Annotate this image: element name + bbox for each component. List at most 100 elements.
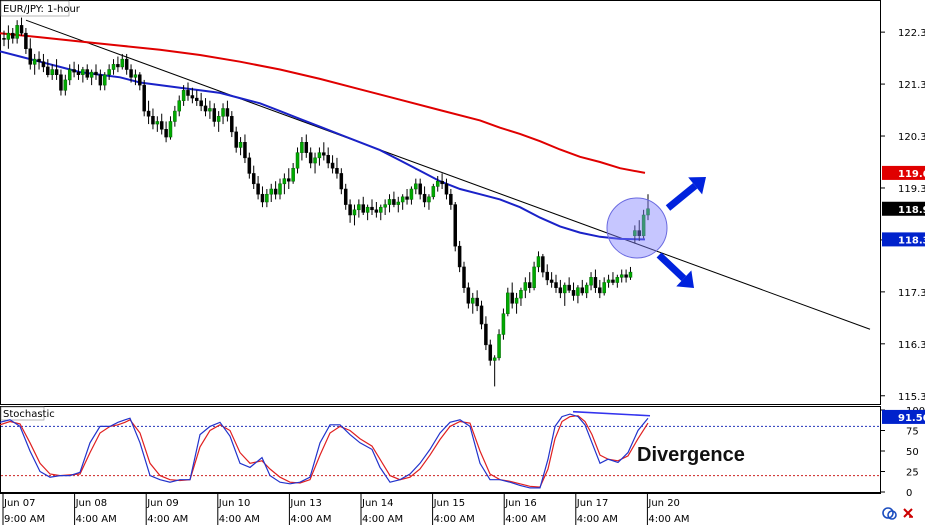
candle xyxy=(466,282,471,309)
close-x-icon[interactable] xyxy=(903,508,913,518)
stochastic-k-line xyxy=(0,413,649,489)
time-hour-label: 4:00 AM xyxy=(434,514,475,525)
candle xyxy=(580,279,585,296)
candle xyxy=(11,27,15,44)
candle-body xyxy=(628,271,633,278)
candle xyxy=(558,279,563,299)
candle-body xyxy=(357,204,361,211)
price-tag-red-ma: 119.61 xyxy=(882,165,925,180)
candle xyxy=(519,287,523,306)
candle-body xyxy=(2,38,6,40)
trendline-layer xyxy=(25,19,871,330)
candle xyxy=(414,178,418,195)
candle xyxy=(168,116,173,140)
candle xyxy=(238,137,243,156)
candle xyxy=(370,199,374,215)
candle-body xyxy=(549,279,554,283)
candle xyxy=(615,274,620,288)
candle-body xyxy=(352,209,357,216)
candle-body xyxy=(379,206,383,213)
arrow-down-right-shaft xyxy=(656,252,687,281)
candle xyxy=(208,100,212,119)
candle-body xyxy=(28,48,33,65)
arrow-down-right xyxy=(656,252,694,288)
candle-body xyxy=(646,208,650,216)
candle xyxy=(247,152,252,179)
candle xyxy=(563,282,567,306)
candle xyxy=(177,95,181,117)
candle xyxy=(146,100,151,125)
candle-body xyxy=(554,282,558,288)
candle xyxy=(339,168,344,195)
candle-body xyxy=(396,201,401,205)
moving-average-blue xyxy=(0,50,646,241)
candle xyxy=(400,194,405,210)
candle xyxy=(545,264,549,286)
candle xyxy=(488,339,493,366)
trendline xyxy=(25,19,871,330)
candle-body xyxy=(527,282,532,288)
price-tick-label: 116.32 xyxy=(898,340,925,351)
divergence-label: Divergence xyxy=(637,444,745,466)
candle xyxy=(427,194,431,210)
stochastic-levels xyxy=(1,425,881,477)
candle-body xyxy=(589,277,593,286)
candle xyxy=(116,56,120,73)
candle-body xyxy=(541,256,545,273)
candle xyxy=(260,186,265,208)
candle xyxy=(273,181,278,200)
candle xyxy=(532,261,536,291)
candle xyxy=(230,111,234,138)
candle-body xyxy=(89,71,94,78)
candle xyxy=(409,186,414,205)
candle-body xyxy=(230,116,234,133)
candle-body xyxy=(501,313,506,335)
candle xyxy=(435,176,440,192)
candle xyxy=(628,266,633,280)
candle-body xyxy=(313,157,317,164)
candle xyxy=(15,20,19,44)
candle-body xyxy=(120,58,125,68)
candle xyxy=(265,189,269,208)
candle xyxy=(120,53,125,70)
price-tag-red-ma-text: 119.61 xyxy=(898,169,925,180)
candle xyxy=(567,277,571,293)
moving-average-red xyxy=(0,32,646,174)
candle xyxy=(203,98,208,117)
time-date-label: Jun 07 xyxy=(3,498,36,509)
candle xyxy=(300,137,304,161)
time-hour-label: 4:00 AM xyxy=(577,514,618,525)
candle xyxy=(72,61,76,78)
candle-body xyxy=(260,193,265,203)
candle xyxy=(576,285,580,304)
arrow-up-right-shaft xyxy=(665,183,698,211)
candle xyxy=(484,316,488,351)
price-tick-label: 119.32 xyxy=(898,184,925,195)
candle-body xyxy=(37,58,41,62)
price-tags: 119.61 118.92 118.33 91.56 xyxy=(882,165,925,424)
candle-body xyxy=(641,214,646,237)
candle-body xyxy=(615,277,620,283)
candle-body xyxy=(67,69,72,81)
time-hour-label: 4:00 AM xyxy=(219,514,260,525)
sync-icon[interactable] xyxy=(882,507,897,520)
candle xyxy=(506,287,510,317)
candle-body xyxy=(418,183,422,195)
chart-title-box xyxy=(0,0,70,17)
candle-body xyxy=(580,287,585,294)
time-date-label: Jun 08 xyxy=(75,498,108,509)
candle xyxy=(94,64,98,80)
price-tick-label: 120.32 xyxy=(898,132,925,143)
candle-body xyxy=(81,69,85,75)
candle xyxy=(76,64,81,80)
candle xyxy=(124,53,129,75)
candle xyxy=(497,329,501,361)
candle-body xyxy=(168,121,173,138)
price-tick-label: 115.32 xyxy=(898,392,925,403)
candle-body xyxy=(173,110,177,122)
time-date-label: Jun 13 xyxy=(289,498,322,509)
candle-body xyxy=(444,183,449,195)
time-hour-label: 4:00 AM xyxy=(147,514,188,525)
candle-body xyxy=(593,277,598,288)
annotations xyxy=(606,177,706,288)
